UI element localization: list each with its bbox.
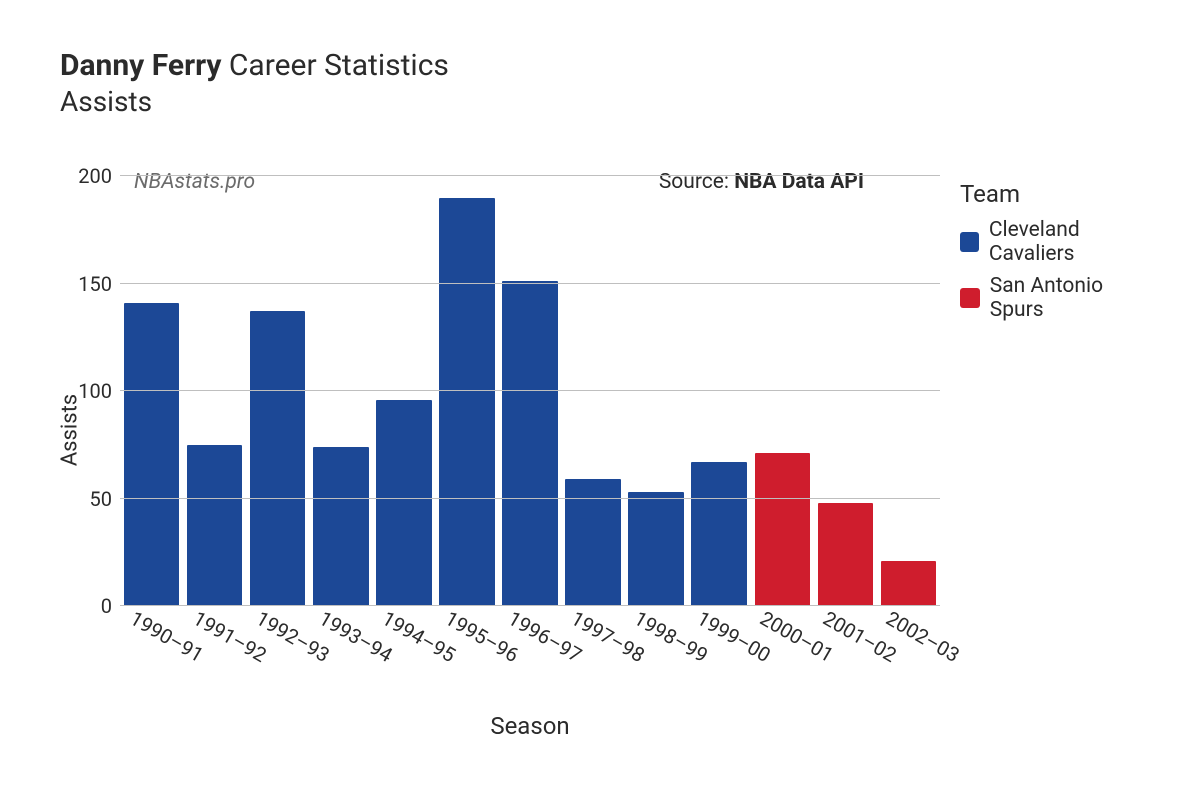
legend-swatch xyxy=(960,288,980,308)
bar xyxy=(313,447,369,606)
bar xyxy=(691,462,747,606)
legend-item: Cleveland Cavaliers xyxy=(960,218,1160,266)
y-tick-label: 50 xyxy=(90,487,112,511)
bar xyxy=(439,198,495,607)
bar xyxy=(124,303,180,606)
title-suffix: Career Statistics xyxy=(229,48,449,83)
bar-slot: 1994–95 xyxy=(372,176,435,606)
legend-label: Cleveland Cavaliers xyxy=(989,218,1160,266)
chart-area: Assists NBAstats.pro Source: NBA Data AP… xyxy=(60,150,1160,710)
x-tick-label: 2002–03 xyxy=(882,606,964,667)
legend: Team Cleveland Cavaliers San Antonio Spur… xyxy=(960,180,1160,330)
bar-slot: 1992–93 xyxy=(246,176,309,606)
bar-slot: 1997–98 xyxy=(562,176,625,606)
gridline xyxy=(120,175,940,176)
legend-swatch xyxy=(960,232,979,252)
gridline xyxy=(120,605,940,606)
chart-subtitle: Assists xyxy=(60,85,1160,118)
bar-slot: 1991–92 xyxy=(183,176,246,606)
legend-label: San Antonio Spurs xyxy=(990,274,1160,322)
gridline xyxy=(120,498,940,499)
player-name: Danny Ferry xyxy=(60,48,221,83)
chart-header: Danny Ferry Career Statistics Assists xyxy=(60,48,1160,118)
bar-slot: 1998–99 xyxy=(625,176,688,606)
y-tick-label: 100 xyxy=(78,379,112,403)
gridline xyxy=(120,283,940,284)
bar-slot: 1990–91 xyxy=(120,176,183,606)
y-tick-label: 0 xyxy=(101,594,112,618)
bar xyxy=(755,453,811,606)
y-axis-label: Assists xyxy=(58,394,83,466)
bar-slot: 2001–02 xyxy=(814,176,877,606)
bar xyxy=(881,561,937,606)
bars-container: 1990–911991–921992–931993–941994–951995–… xyxy=(120,176,940,606)
plot-region: 1990–911991–921992–931993–941994–951995–… xyxy=(120,176,940,606)
y-tick-label: 200 xyxy=(78,164,112,188)
legend-item: San Antonio Spurs xyxy=(960,274,1160,322)
bar xyxy=(502,281,558,606)
legend-title: Team xyxy=(960,180,1160,208)
gridline xyxy=(120,390,940,391)
bar-slot: 1995–96 xyxy=(435,176,498,606)
bar xyxy=(250,311,306,606)
bar xyxy=(187,445,243,606)
x-axis-label: Season xyxy=(120,712,940,740)
bar-slot: 2002–03 xyxy=(877,176,940,606)
bar-slot: 1993–94 xyxy=(309,176,372,606)
bar-slot: 2000–01 xyxy=(751,176,814,606)
bar xyxy=(628,492,684,606)
bar-slot: 1999–00 xyxy=(688,176,751,606)
chart-title: Danny Ferry Career Statistics xyxy=(60,48,1160,83)
bar-slot: 1996–97 xyxy=(498,176,561,606)
y-tick-label: 150 xyxy=(78,272,112,296)
bar xyxy=(818,503,874,606)
bar xyxy=(376,400,432,606)
